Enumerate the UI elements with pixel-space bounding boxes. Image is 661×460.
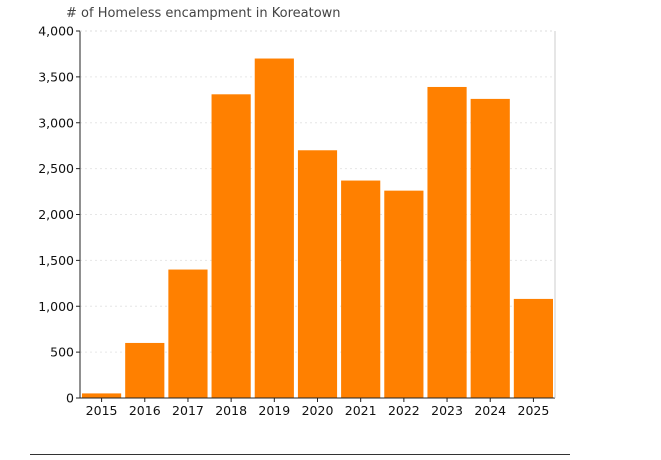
y-tick-label: 0 <box>66 391 74 406</box>
footer-divider <box>30 454 570 455</box>
y-tick-label: 1,500 <box>38 253 74 268</box>
x-tick-label: 2022 <box>388 403 420 418</box>
x-tick-label: 2023 <box>431 403 463 418</box>
bar-2018 <box>211 94 251 399</box>
x-tick-label: 2015 <box>86 403 118 418</box>
y-tick-label: 1,000 <box>38 299 74 314</box>
x-tick-label: 2025 <box>518 403 550 418</box>
bar-2023 <box>427 86 467 398</box>
x-tick-label: 2024 <box>474 403 506 418</box>
x-tick-label: 2018 <box>215 403 247 418</box>
x-tick-label: 2016 <box>129 403 161 418</box>
bars <box>82 58 553 399</box>
bar-2025 <box>513 298 553 398</box>
y-tick-label: 3,000 <box>38 115 74 130</box>
bar-2022 <box>384 190 424 398</box>
y-tick-label: 2,000 <box>38 207 74 222</box>
bar-2016 <box>125 342 165 398</box>
x-axis-ticks: 2015 2016 2017 2018 2019 2020 2021 2022 2023 2024… <box>86 398 550 418</box>
x-tick-label: 2021 <box>345 403 377 418</box>
bar-2017 <box>168 269 208 398</box>
y-tick-label: 500 <box>50 345 74 360</box>
bar-2015 <box>82 393 122 398</box>
bar-2021 <box>341 180 381 398</box>
x-tick-label: 2020 <box>302 403 334 418</box>
bar-2019 <box>254 58 294 399</box>
bar-2020 <box>297 150 338 398</box>
y-axis-ticks: 0 500 1,000 1,500 2,000 2,500 3,000 3,500 4,000 <box>38 24 80 406</box>
x-tick-label: 2017 <box>172 403 204 418</box>
chart-title: # of Homeless encampment in Koreatown <box>66 6 341 21</box>
y-tick-label: 4,000 <box>38 24 74 39</box>
x-tick-label: 2019 <box>258 403 290 418</box>
y-tick-label: 3,500 <box>38 69 74 84</box>
bar-2024 <box>470 98 510 399</box>
y-tick-label: 2,500 <box>38 161 74 176</box>
